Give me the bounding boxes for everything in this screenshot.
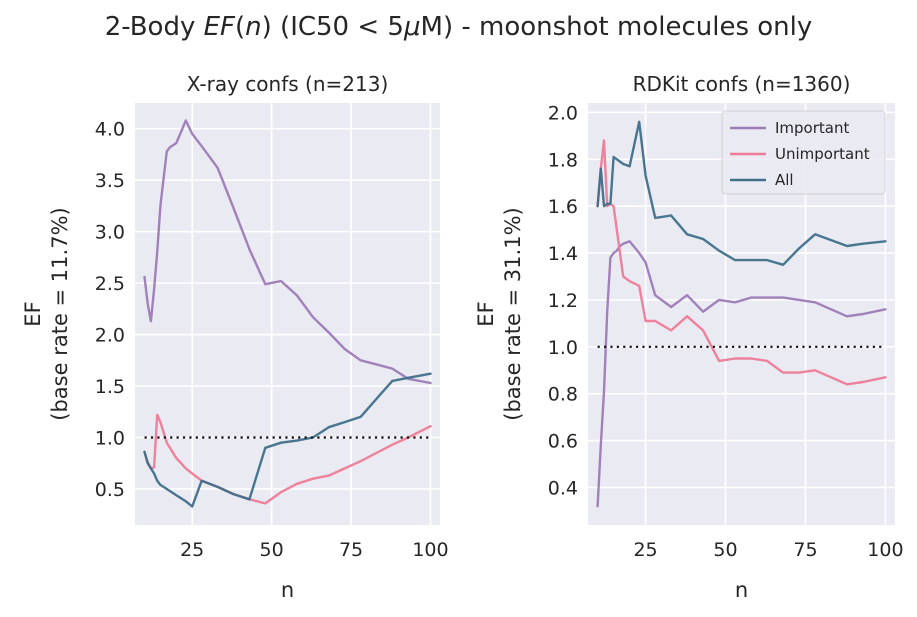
legend-box <box>721 110 886 195</box>
x-tick-label: 75 <box>339 539 363 561</box>
suptitle-n: n <box>245 12 262 42</box>
suptitle-mid: ) (IC50 < 5 <box>261 12 404 42</box>
y-tick-label: 3.5 <box>95 170 125 192</box>
x-axis-label: n <box>735 578 748 602</box>
y-axis-label-line1: EF <box>21 301 45 326</box>
suptitle-paren-open: ( <box>235 12 246 42</box>
y-tick-label: 1.0 <box>95 428 125 450</box>
suptitle-suffix: M) - moonshot molecules only <box>420 12 813 42</box>
plot-area <box>135 103 440 525</box>
y-tick-label: 1.4 <box>548 243 578 265</box>
y-tick-label: 1.6 <box>548 196 578 218</box>
series-line-important <box>143 119 432 385</box>
y-tick-label: 0.4 <box>548 477 578 499</box>
figure-suptitle: 2-Body EF(n) (IC50 < 5μM) - moonshot mol… <box>0 12 917 42</box>
y-axis-label-line2: (base rate = 31.1%) <box>501 207 525 420</box>
legend: Important Unimportant All <box>721 110 886 195</box>
legend-label: All <box>775 171 794 189</box>
x-tick-label: 25 <box>633 539 657 561</box>
y-axis-label-line2: (base rate = 11.7%) <box>48 207 72 420</box>
suptitle-prefix: 2-Body <box>104 12 204 42</box>
legend-label: Important <box>775 119 849 137</box>
series-line-all <box>596 120 887 266</box>
legend-label: Unimportant <box>775 145 870 163</box>
subplot-title: X-ray confs (n=213) <box>187 72 389 96</box>
y-tick-label: 2.5 <box>95 273 125 295</box>
y-tick-label: 0.8 <box>548 384 578 406</box>
suptitle-mu: μ <box>403 12 421 42</box>
subplot-2: 25 50 75 100 0.4 0.6 0.8 1.0 1.2 1.4 1.6 1.8 2.0 RDKi… <box>474 72 904 602</box>
y-axis-label-line1: EF <box>474 301 498 326</box>
y-tick-label: 2.0 <box>548 102 578 124</box>
x-tick-label: 50 <box>260 539 284 561</box>
y-tick-label: 0.5 <box>95 479 125 501</box>
y-tick-label: 1.8 <box>548 149 578 171</box>
x-tick-label: 100 <box>412 539 448 561</box>
x-tick-label: 75 <box>793 539 817 561</box>
x-tick-label: 50 <box>713 539 737 561</box>
y-tick-label: 1.2 <box>548 290 578 312</box>
suptitle-ef: EF <box>203 12 235 42</box>
x-axis-label: n <box>281 578 294 602</box>
y-tick-label: 2.0 <box>95 325 125 347</box>
series-line-important <box>596 240 887 508</box>
subplot-title: RDKit confs (n=1360) <box>633 72 851 96</box>
x-tick-label: 100 <box>867 539 903 561</box>
y-tick-label: 1.0 <box>548 337 578 359</box>
y-tick-label: 1.5 <box>95 376 125 398</box>
y-tick-label: 0.6 <box>548 431 578 453</box>
y-tick-label: 3.0 <box>95 222 125 244</box>
x-tick-label: 25 <box>180 539 204 561</box>
y-tick-label: 4.0 <box>95 119 125 141</box>
series-line-all <box>143 372 432 508</box>
subplot-1: 25 50 75 100 0.5 1.0 1.5 2.0 2.5 3.0 3.5 4.0 X-ray c… <box>21 72 449 602</box>
